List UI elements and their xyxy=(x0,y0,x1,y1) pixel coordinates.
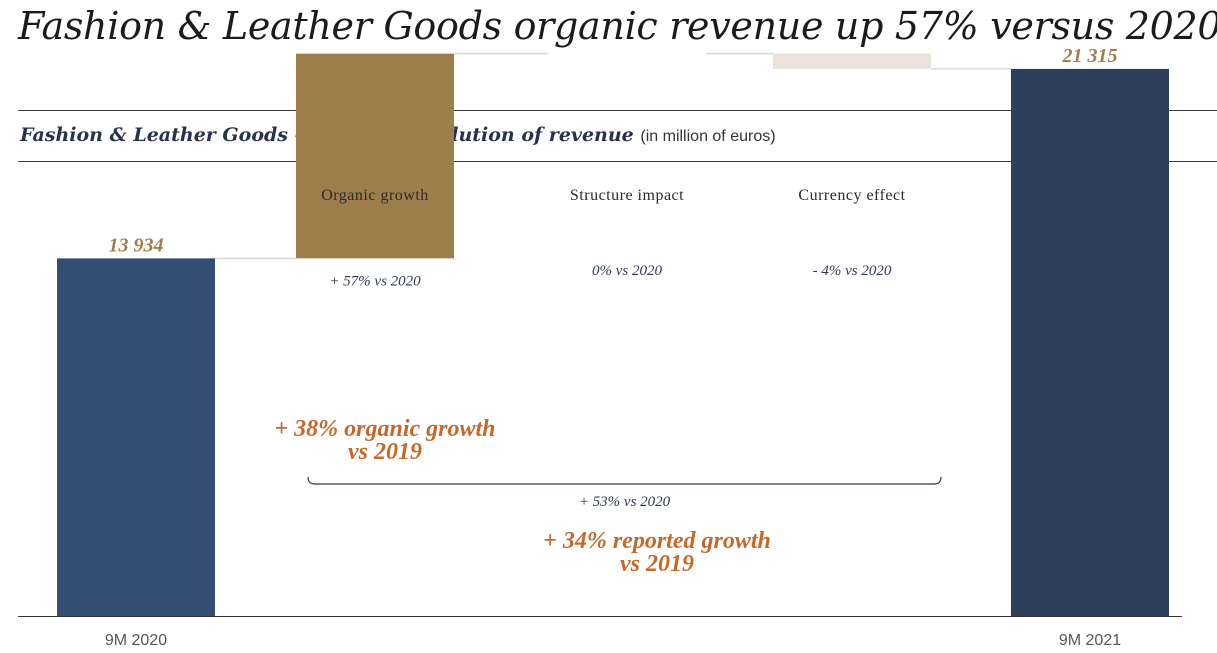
annotation-2-line1: + 34% reported growth xyxy=(543,528,771,554)
bracket xyxy=(307,476,942,485)
subtitle-divider xyxy=(18,161,1217,162)
bar-2 xyxy=(296,53,454,259)
bar-4 xyxy=(773,53,931,69)
step-label-4: Currency effect xyxy=(798,187,905,204)
annotation-1-line2: vs 2019 xyxy=(348,439,422,465)
value-label-5: 21 315 xyxy=(1062,45,1118,67)
x-label-5: 9M 2021 xyxy=(1059,632,1121,649)
title-divider xyxy=(18,110,1217,111)
bracket-label: + 53% vs 2020 xyxy=(579,494,671,510)
change-label-2: + 57% vs 2020 xyxy=(329,273,421,289)
x-label-1: 9M 2020 xyxy=(105,632,167,649)
change-label-4: - 4% vs 2020 xyxy=(813,263,892,279)
step-label-3: Structure impact xyxy=(570,187,684,204)
page-title: Fashion & Leather Goods organic revenue … xyxy=(18,4,1217,48)
annotation-1-line1: + 38% organic growth xyxy=(274,416,495,442)
change-label-3: 0% vs 2020 xyxy=(592,263,662,279)
chart-unit: (in million of euros) xyxy=(640,128,776,145)
bar-1 xyxy=(57,258,215,616)
step-label-2: Organic growth xyxy=(321,187,429,204)
annotation-2-line2: vs 2019 xyxy=(620,551,694,577)
value-label-1: 13 934 xyxy=(109,234,164,256)
bar-5 xyxy=(1011,68,1169,617)
